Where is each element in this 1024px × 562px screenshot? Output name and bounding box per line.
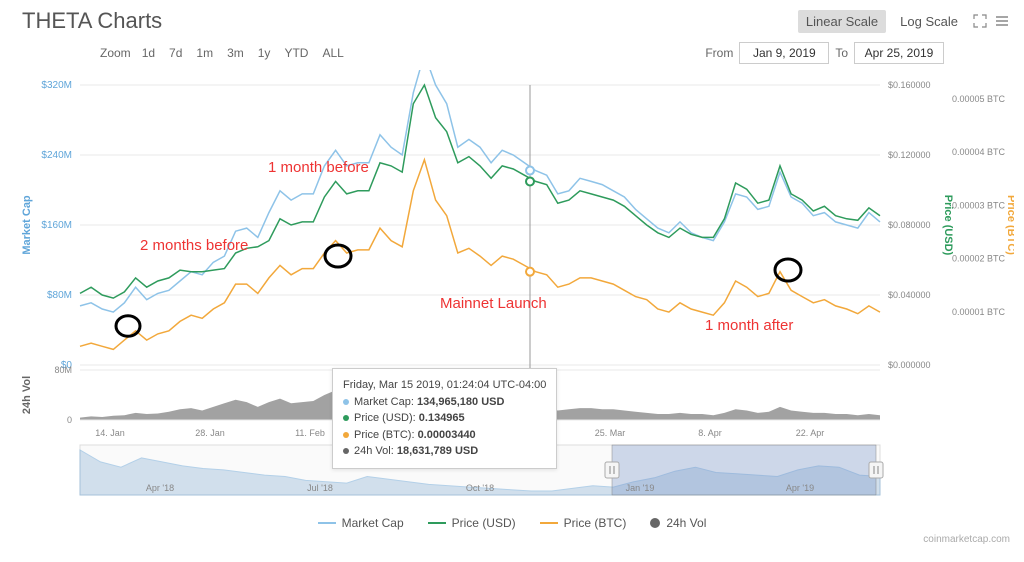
svg-text:14. Jan: 14. Jan bbox=[95, 428, 125, 438]
svg-text:Apr '18: Apr '18 bbox=[146, 483, 174, 493]
legend-item[interactable]: Market Cap bbox=[318, 516, 404, 530]
svg-text:25. Mar: 25. Mar bbox=[595, 428, 626, 438]
svg-text:$240M: $240M bbox=[41, 150, 72, 161]
svg-text:$0.000000: $0.000000 bbox=[888, 360, 931, 370]
svg-text:24h Vol: 24h Vol bbox=[21, 376, 33, 414]
zoom-ALL[interactable]: ALL bbox=[315, 43, 350, 63]
svg-text:Oct '18: Oct '18 bbox=[466, 483, 494, 493]
svg-text:Market Cap: Market Cap bbox=[21, 195, 33, 255]
zoom-1y[interactable]: 1y bbox=[251, 43, 278, 63]
svg-text:80M: 80M bbox=[54, 365, 72, 375]
zoom-3m[interactable]: 3m bbox=[220, 43, 251, 63]
svg-text:$0.120000: $0.120000 bbox=[888, 150, 931, 160]
svg-text:1 month after: 1 month after bbox=[705, 317, 793, 334]
legend-item[interactable]: Price (BTC) bbox=[540, 516, 627, 530]
to-label: To bbox=[835, 46, 848, 60]
chart-legend: Market Cap Price (USD) Price (BTC) 24h Vol bbox=[0, 510, 1024, 532]
menu-icon[interactable] bbox=[994, 13, 1010, 29]
svg-text:0.00005 BTC: 0.00005 BTC bbox=[952, 94, 1006, 104]
log-scale-button[interactable]: Log Scale bbox=[892, 10, 966, 33]
svg-text:$320M: $320M bbox=[41, 80, 72, 91]
page-title: THETA Charts bbox=[22, 8, 162, 34]
svg-text:28. Jan: 28. Jan bbox=[195, 428, 225, 438]
zoom-controls: Zoom 1d7d1m3m1yYTDALL bbox=[100, 46, 351, 60]
date-from-input[interactable] bbox=[739, 42, 829, 64]
svg-text:$0.080000: $0.080000 bbox=[888, 220, 931, 230]
svg-text:22. Apr: 22. Apr bbox=[796, 428, 825, 438]
svg-text:$0.160000: $0.160000 bbox=[888, 80, 931, 90]
svg-text:Price (BTC): Price (BTC) bbox=[1005, 195, 1014, 255]
attribution: coinmarketcap.com bbox=[0, 532, 1024, 545]
chart-tooltip: Friday, Mar 15 2019, 01:24:04 UTC-04:00M… bbox=[332, 368, 557, 469]
svg-text:0: 0 bbox=[67, 415, 72, 425]
from-label: From bbox=[705, 46, 733, 60]
svg-text:Mainnet Launch: Mainnet Launch bbox=[440, 295, 547, 312]
svg-text:Apr '19: Apr '19 bbox=[786, 483, 814, 493]
zoom-label: Zoom bbox=[100, 46, 131, 60]
svg-text:0.00004 BTC: 0.00004 BTC bbox=[952, 147, 1006, 157]
svg-text:0.00002 BTC: 0.00002 BTC bbox=[952, 254, 1006, 264]
svg-text:11. Feb: 11. Feb bbox=[295, 428, 325, 438]
svg-text:Jul '18: Jul '18 bbox=[307, 483, 333, 493]
svg-text:8. Apr: 8. Apr bbox=[698, 428, 722, 438]
linear-scale-button[interactable]: Linear Scale bbox=[798, 10, 886, 33]
svg-text:$80M: $80M bbox=[47, 290, 72, 301]
svg-text:$0.040000: $0.040000 bbox=[888, 290, 931, 300]
svg-text:2 months before: 2 months before bbox=[140, 237, 248, 254]
legend-item[interactable]: Price (USD) bbox=[428, 516, 516, 530]
zoom-7d[interactable]: 7d bbox=[162, 43, 189, 63]
svg-text:0.00001 BTC: 0.00001 BTC bbox=[952, 307, 1006, 317]
fullscreen-icon[interactable] bbox=[972, 13, 988, 29]
svg-text:0.00003 BTC: 0.00003 BTC bbox=[952, 200, 1006, 210]
zoom-1m[interactable]: 1m bbox=[189, 43, 220, 63]
zoom-YTD[interactable]: YTD bbox=[277, 43, 315, 63]
svg-text:$160M: $160M bbox=[41, 220, 72, 231]
svg-text:Jan '19: Jan '19 bbox=[626, 483, 655, 493]
date-to-input[interactable] bbox=[854, 42, 944, 64]
svg-text:1 month before: 1 month before bbox=[268, 159, 369, 176]
zoom-1d[interactable]: 1d bbox=[135, 43, 162, 63]
legend-item[interactable]: 24h Vol bbox=[650, 516, 706, 530]
